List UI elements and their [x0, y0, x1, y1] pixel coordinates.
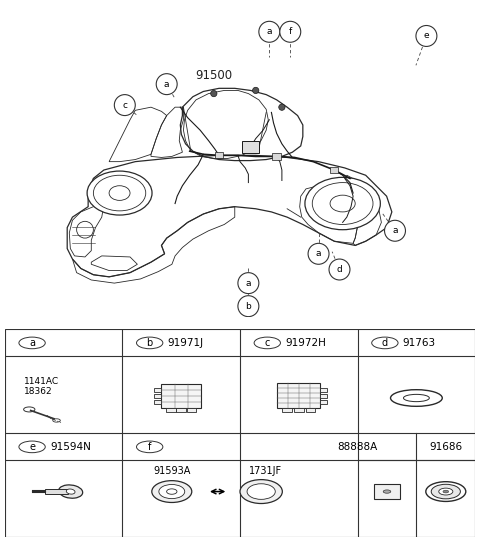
Text: 91500: 91500 [195, 69, 232, 82]
Ellipse shape [247, 484, 276, 500]
Text: a: a [164, 79, 169, 89]
Text: 1141AC: 1141AC [24, 377, 59, 386]
Circle shape [416, 25, 437, 46]
Text: d: d [336, 265, 342, 274]
Ellipse shape [439, 488, 453, 495]
Circle shape [329, 259, 350, 280]
Bar [282, 408, 292, 412]
Bar [330, 167, 338, 173]
Circle shape [19, 337, 45, 349]
Bar [161, 384, 201, 408]
Ellipse shape [152, 481, 192, 503]
Text: 1731JF: 1731JF [249, 466, 282, 476]
Circle shape [280, 21, 301, 42]
Text: c: c [264, 338, 270, 348]
Bar [215, 152, 223, 159]
Circle shape [238, 273, 259, 294]
Circle shape [308, 244, 329, 264]
Circle shape [259, 21, 280, 42]
Circle shape [211, 90, 217, 97]
Text: 18362: 18362 [24, 387, 52, 396]
Bar [273, 153, 281, 159]
Circle shape [383, 490, 391, 493]
Text: a: a [316, 249, 321, 258]
Ellipse shape [66, 489, 75, 494]
Text: f: f [288, 28, 292, 36]
Text: b: b [146, 338, 153, 348]
Text: a: a [392, 226, 398, 235]
Circle shape [252, 87, 259, 93]
Bar [45, 489, 68, 494]
Circle shape [254, 337, 280, 349]
Bar [154, 388, 161, 392]
Circle shape [372, 337, 398, 349]
Text: a: a [246, 279, 251, 288]
Ellipse shape [443, 490, 449, 493]
Text: 91971J: 91971J [168, 338, 204, 348]
Circle shape [384, 220, 406, 241]
Circle shape [238, 296, 259, 316]
Bar [154, 394, 161, 398]
Ellipse shape [87, 171, 152, 215]
Text: e: e [424, 31, 429, 40]
Bar [177, 408, 186, 411]
Circle shape [19, 441, 45, 453]
Text: 88888A: 88888A [337, 442, 378, 452]
Bar [321, 388, 327, 392]
Text: 91972H: 91972H [285, 338, 326, 348]
Bar [277, 383, 321, 408]
Ellipse shape [159, 484, 185, 498]
Ellipse shape [59, 485, 83, 498]
Bar [166, 408, 176, 411]
Bar [242, 141, 259, 153]
Circle shape [136, 441, 163, 453]
Ellipse shape [240, 480, 282, 503]
Bar [374, 484, 400, 499]
Circle shape [136, 337, 163, 349]
Text: f: f [148, 442, 151, 452]
Bar [187, 408, 196, 411]
Circle shape [279, 104, 285, 110]
Text: e: e [29, 442, 35, 452]
Text: 91594N: 91594N [50, 442, 91, 452]
Ellipse shape [305, 177, 380, 230]
Text: b: b [245, 302, 251, 310]
Text: d: d [382, 338, 388, 348]
Text: a: a [29, 338, 35, 348]
Bar [306, 408, 315, 412]
Circle shape [114, 94, 135, 116]
Bar [154, 400, 161, 404]
Circle shape [156, 73, 177, 94]
Ellipse shape [431, 484, 460, 499]
Bar [321, 400, 327, 404]
Bar [294, 408, 303, 412]
Text: c: c [122, 100, 127, 110]
Text: 91763: 91763 [403, 338, 436, 348]
Text: 91593A: 91593A [153, 466, 191, 476]
Text: 91686: 91686 [429, 442, 462, 452]
Text: a: a [266, 28, 272, 36]
Bar [321, 394, 327, 398]
